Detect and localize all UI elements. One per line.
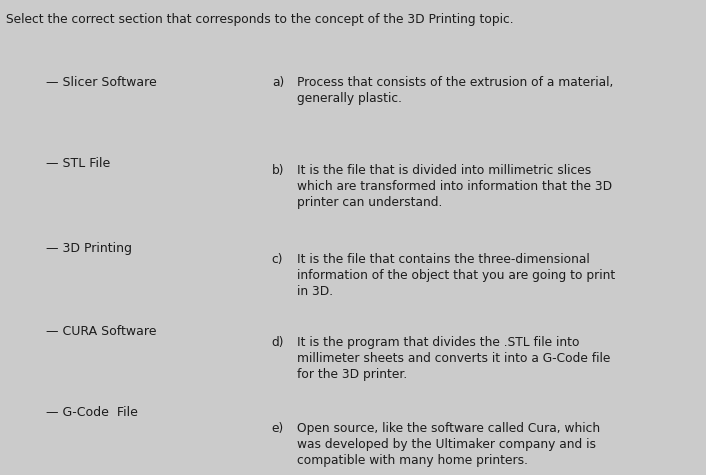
Text: — 3D Printing: — 3D Printing (46, 242, 132, 255)
Text: — G-Code  File: — G-Code File (46, 406, 138, 419)
Text: b): b) (272, 164, 285, 177)
Text: It is the file that contains the three-dimensional
information of the object tha: It is the file that contains the three-d… (297, 253, 615, 298)
Text: c): c) (272, 253, 283, 266)
Text: d): d) (272, 336, 285, 349)
Text: — Slicer Software: — Slicer Software (46, 76, 157, 89)
Text: a): a) (272, 76, 284, 89)
Text: e): e) (272, 422, 284, 435)
Text: Select the correct section that corresponds to the concept of the 3D Printing to: Select the correct section that correspo… (6, 13, 513, 26)
Text: It is the file that is divided into millimetric slices
which are transformed int: It is the file that is divided into mill… (297, 164, 611, 209)
Text: It is the program that divides the .STL file into
millimeter sheets and converts: It is the program that divides the .STL … (297, 336, 610, 381)
Text: — CURA Software: — CURA Software (46, 325, 157, 338)
Text: — STL File: — STL File (46, 157, 110, 170)
Text: Process that consists of the extrusion of a material,
generally plastic.: Process that consists of the extrusion o… (297, 76, 613, 105)
Text: Open source, like the software called Cura, which
was developed by the Ultimaker: Open source, like the software called Cu… (297, 422, 599, 467)
